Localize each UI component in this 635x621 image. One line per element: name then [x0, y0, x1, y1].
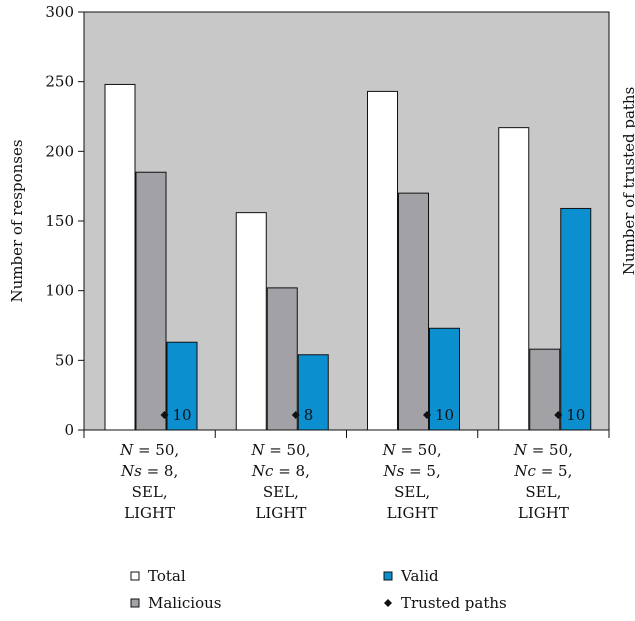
- bar-malicious-2: [266, 287, 298, 431]
- bar-valid-1: [166, 341, 198, 431]
- bar-total-4: [498, 127, 530, 431]
- y-tick-label-150: 150: [45, 212, 74, 230]
- bar-valid-3: [429, 327, 460, 431]
- bar-malicious-4: [529, 348, 561, 431]
- y-tick-label-250: 250: [45, 73, 74, 91]
- y-tick-label-300: 300: [45, 3, 74, 21]
- bar-malicious-3: [398, 192, 429, 431]
- legend-label-total: Total: [148, 567, 186, 585]
- axes-layer: 0 50 100 150 200 250 300 N = 50, Ns = 8, SEL, LIGH…: [45, 3, 610, 522]
- legend-swatch-total: [130, 571, 140, 581]
- trusted-path-label-1: 10: [173, 406, 192, 424]
- trusted-path-marker-1: [160, 411, 169, 419]
- trusted-path-marker-2: [291, 411, 300, 419]
- legend: Total Malicious Valid Trusted paths: [130, 567, 507, 612]
- legend-label-trusted-paths: Trusted paths: [401, 594, 507, 612]
- bar-malicious-1: [135, 171, 167, 431]
- legend-swatch-valid: [383, 571, 393, 581]
- bar-total-1: [104, 83, 136, 431]
- y2-axis-title: Number of trusted paths: [620, 87, 635, 276]
- category-label-1: N = 50, Ns = 8, SEL, LIGHT: [119, 441, 179, 522]
- trusted-path-label-2: 8: [304, 406, 314, 424]
- y-axis-title: Number of responses: [8, 139, 26, 302]
- bar-valid-4: [560, 207, 592, 431]
- trusted-path-label-3: 10: [435, 406, 454, 424]
- y-tick-label-200: 200: [45, 142, 74, 160]
- legend-swatch-trusted-paths: [384, 599, 392, 607]
- category-label-2: N = 50, Nc = 8, SEL, LIGHT: [250, 441, 310, 522]
- bars-layer: [104, 83, 592, 431]
- legend-label-valid: Valid: [400, 567, 439, 585]
- trusted-path-marker-3: [423, 411, 431, 419]
- trusted-path-marker-4: [554, 411, 563, 419]
- y-tick-label-0: 0: [64, 421, 74, 439]
- legend-swatch-malicious: [130, 598, 140, 608]
- category-label-3: N = 50, Ns = 5, SEL, LIGHT: [382, 441, 442, 522]
- y-tick-label-50: 50: [55, 351, 74, 369]
- bar-total-3: [367, 90, 398, 431]
- trusted-path-label-4: 10: [566, 406, 585, 424]
- category-label-4: N = 50, Nc = 5, SEL, LIGHT: [513, 441, 573, 522]
- bar-valid-2: [297, 354, 329, 431]
- markers-layer: 10 8 10 10: [160, 406, 585, 424]
- y-tick-label-100: 100: [45, 282, 74, 300]
- bar-total-2: [235, 212, 267, 431]
- legend-label-malicious: Malicious: [148, 594, 221, 612]
